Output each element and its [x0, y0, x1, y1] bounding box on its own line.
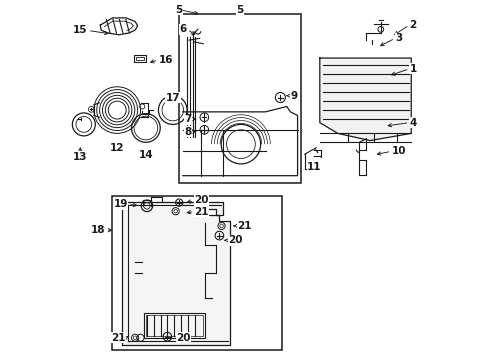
Text: 20: 20 [194, 195, 208, 206]
Bar [146, 315, 203, 336]
Bar [179, 14, 301, 183]
Text: 13: 13 [73, 152, 87, 162]
Text: 3: 3 [394, 33, 402, 43]
Text: 17: 17 [165, 93, 180, 103]
Text: 9: 9 [290, 91, 297, 101]
Text: 18: 18 [91, 225, 105, 235]
Text: 21: 21 [111, 333, 125, 343]
Text: 2: 2 [408, 20, 416, 30]
Text: 4: 4 [408, 118, 416, 128]
Text: 15: 15 [73, 26, 88, 35]
Text: 11: 11 [306, 162, 321, 172]
Text: 21: 21 [194, 207, 208, 217]
Text: 20: 20 [228, 235, 243, 245]
Text: 16: 16 [158, 55, 173, 65]
Text: 21: 21 [237, 221, 251, 231]
Bar [112, 196, 282, 350]
Text: 14: 14 [138, 150, 153, 160]
Polygon shape [319, 58, 410, 140]
Text: 1: 1 [408, 64, 416, 74]
Text: 5: 5 [236, 5, 244, 15]
Text: 10: 10 [391, 146, 405, 156]
Bar [136, 57, 144, 60]
Text: 20: 20 [176, 333, 190, 343]
Text: 5: 5 [175, 5, 183, 15]
Text: 19: 19 [113, 199, 128, 210]
Bar [134, 55, 145, 62]
Text: 6: 6 [180, 24, 187, 35]
Text: 12: 12 [110, 143, 124, 153]
Polygon shape [122, 202, 230, 345]
Text: 7: 7 [183, 114, 191, 124]
Bar [144, 313, 204, 338]
Text: 8: 8 [184, 127, 191, 136]
